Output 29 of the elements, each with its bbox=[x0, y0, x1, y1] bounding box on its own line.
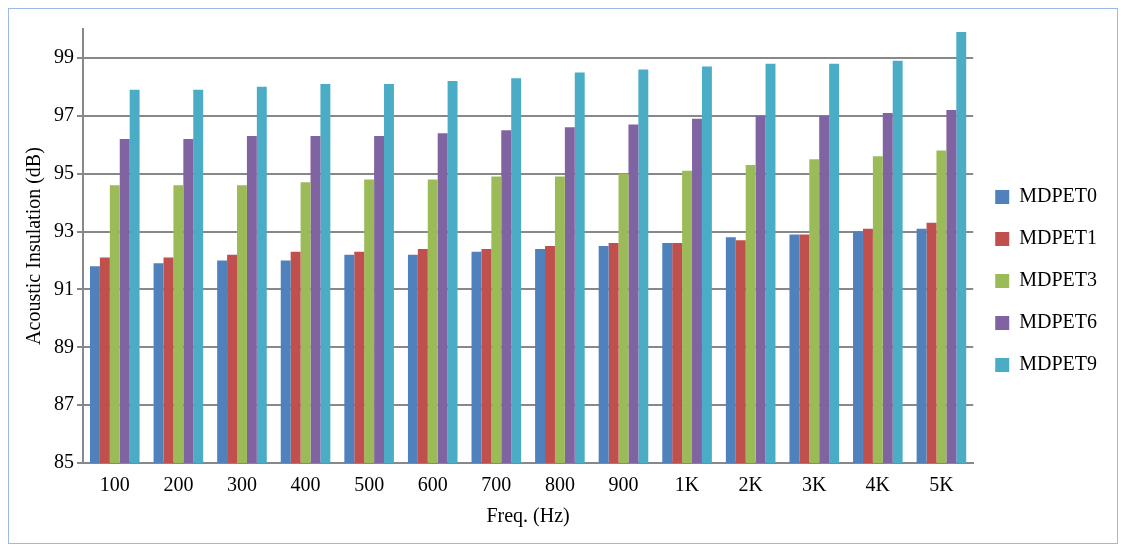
x-tick-label: 4K bbox=[865, 473, 891, 496]
x-tick-label: 100 bbox=[99, 473, 130, 496]
x-tick-label: 600 bbox=[417, 473, 448, 496]
x-tick-label: 3K bbox=[802, 473, 828, 496]
x-tick-label: 800 bbox=[544, 473, 575, 496]
y-tick-label: 99 bbox=[54, 45, 74, 68]
y-axis-title: Acoustic Insulation (dB) bbox=[22, 147, 46, 345]
x-tick-label: 500 bbox=[354, 473, 385, 496]
y-tick-label: 87 bbox=[54, 392, 74, 415]
legend-label: MDPET9 bbox=[1019, 352, 1098, 375]
y-tick-label: 91 bbox=[54, 276, 74, 299]
y-tick-label: 97 bbox=[54, 103, 74, 126]
x-tick-label: 700 bbox=[481, 473, 512, 496]
y-tick-label: 93 bbox=[54, 218, 74, 241]
x-tick-label: 400 bbox=[290, 473, 321, 496]
x-tick-label: 300 bbox=[226, 473, 257, 496]
x-tick-label: 900 bbox=[608, 473, 639, 496]
x-axis-title: Freq. (Hz) bbox=[486, 504, 570, 528]
y-tick-label: 85 bbox=[54, 450, 74, 473]
legend-label: MDPET0 bbox=[1019, 184, 1098, 207]
x-tick-label: 2K bbox=[738, 473, 764, 496]
legend-label: MDPET6 bbox=[1019, 310, 1098, 333]
y-tick-label: 89 bbox=[54, 334, 74, 357]
x-tick-label: 200 bbox=[163, 473, 194, 496]
x-tick-label: 5K bbox=[929, 473, 955, 496]
legend-label: MDPET1 bbox=[1019, 226, 1098, 249]
legend-label: MDPET3 bbox=[1019, 268, 1098, 291]
y-tick-label: 95 bbox=[54, 160, 74, 183]
x-tick-label: 1K bbox=[674, 473, 700, 496]
